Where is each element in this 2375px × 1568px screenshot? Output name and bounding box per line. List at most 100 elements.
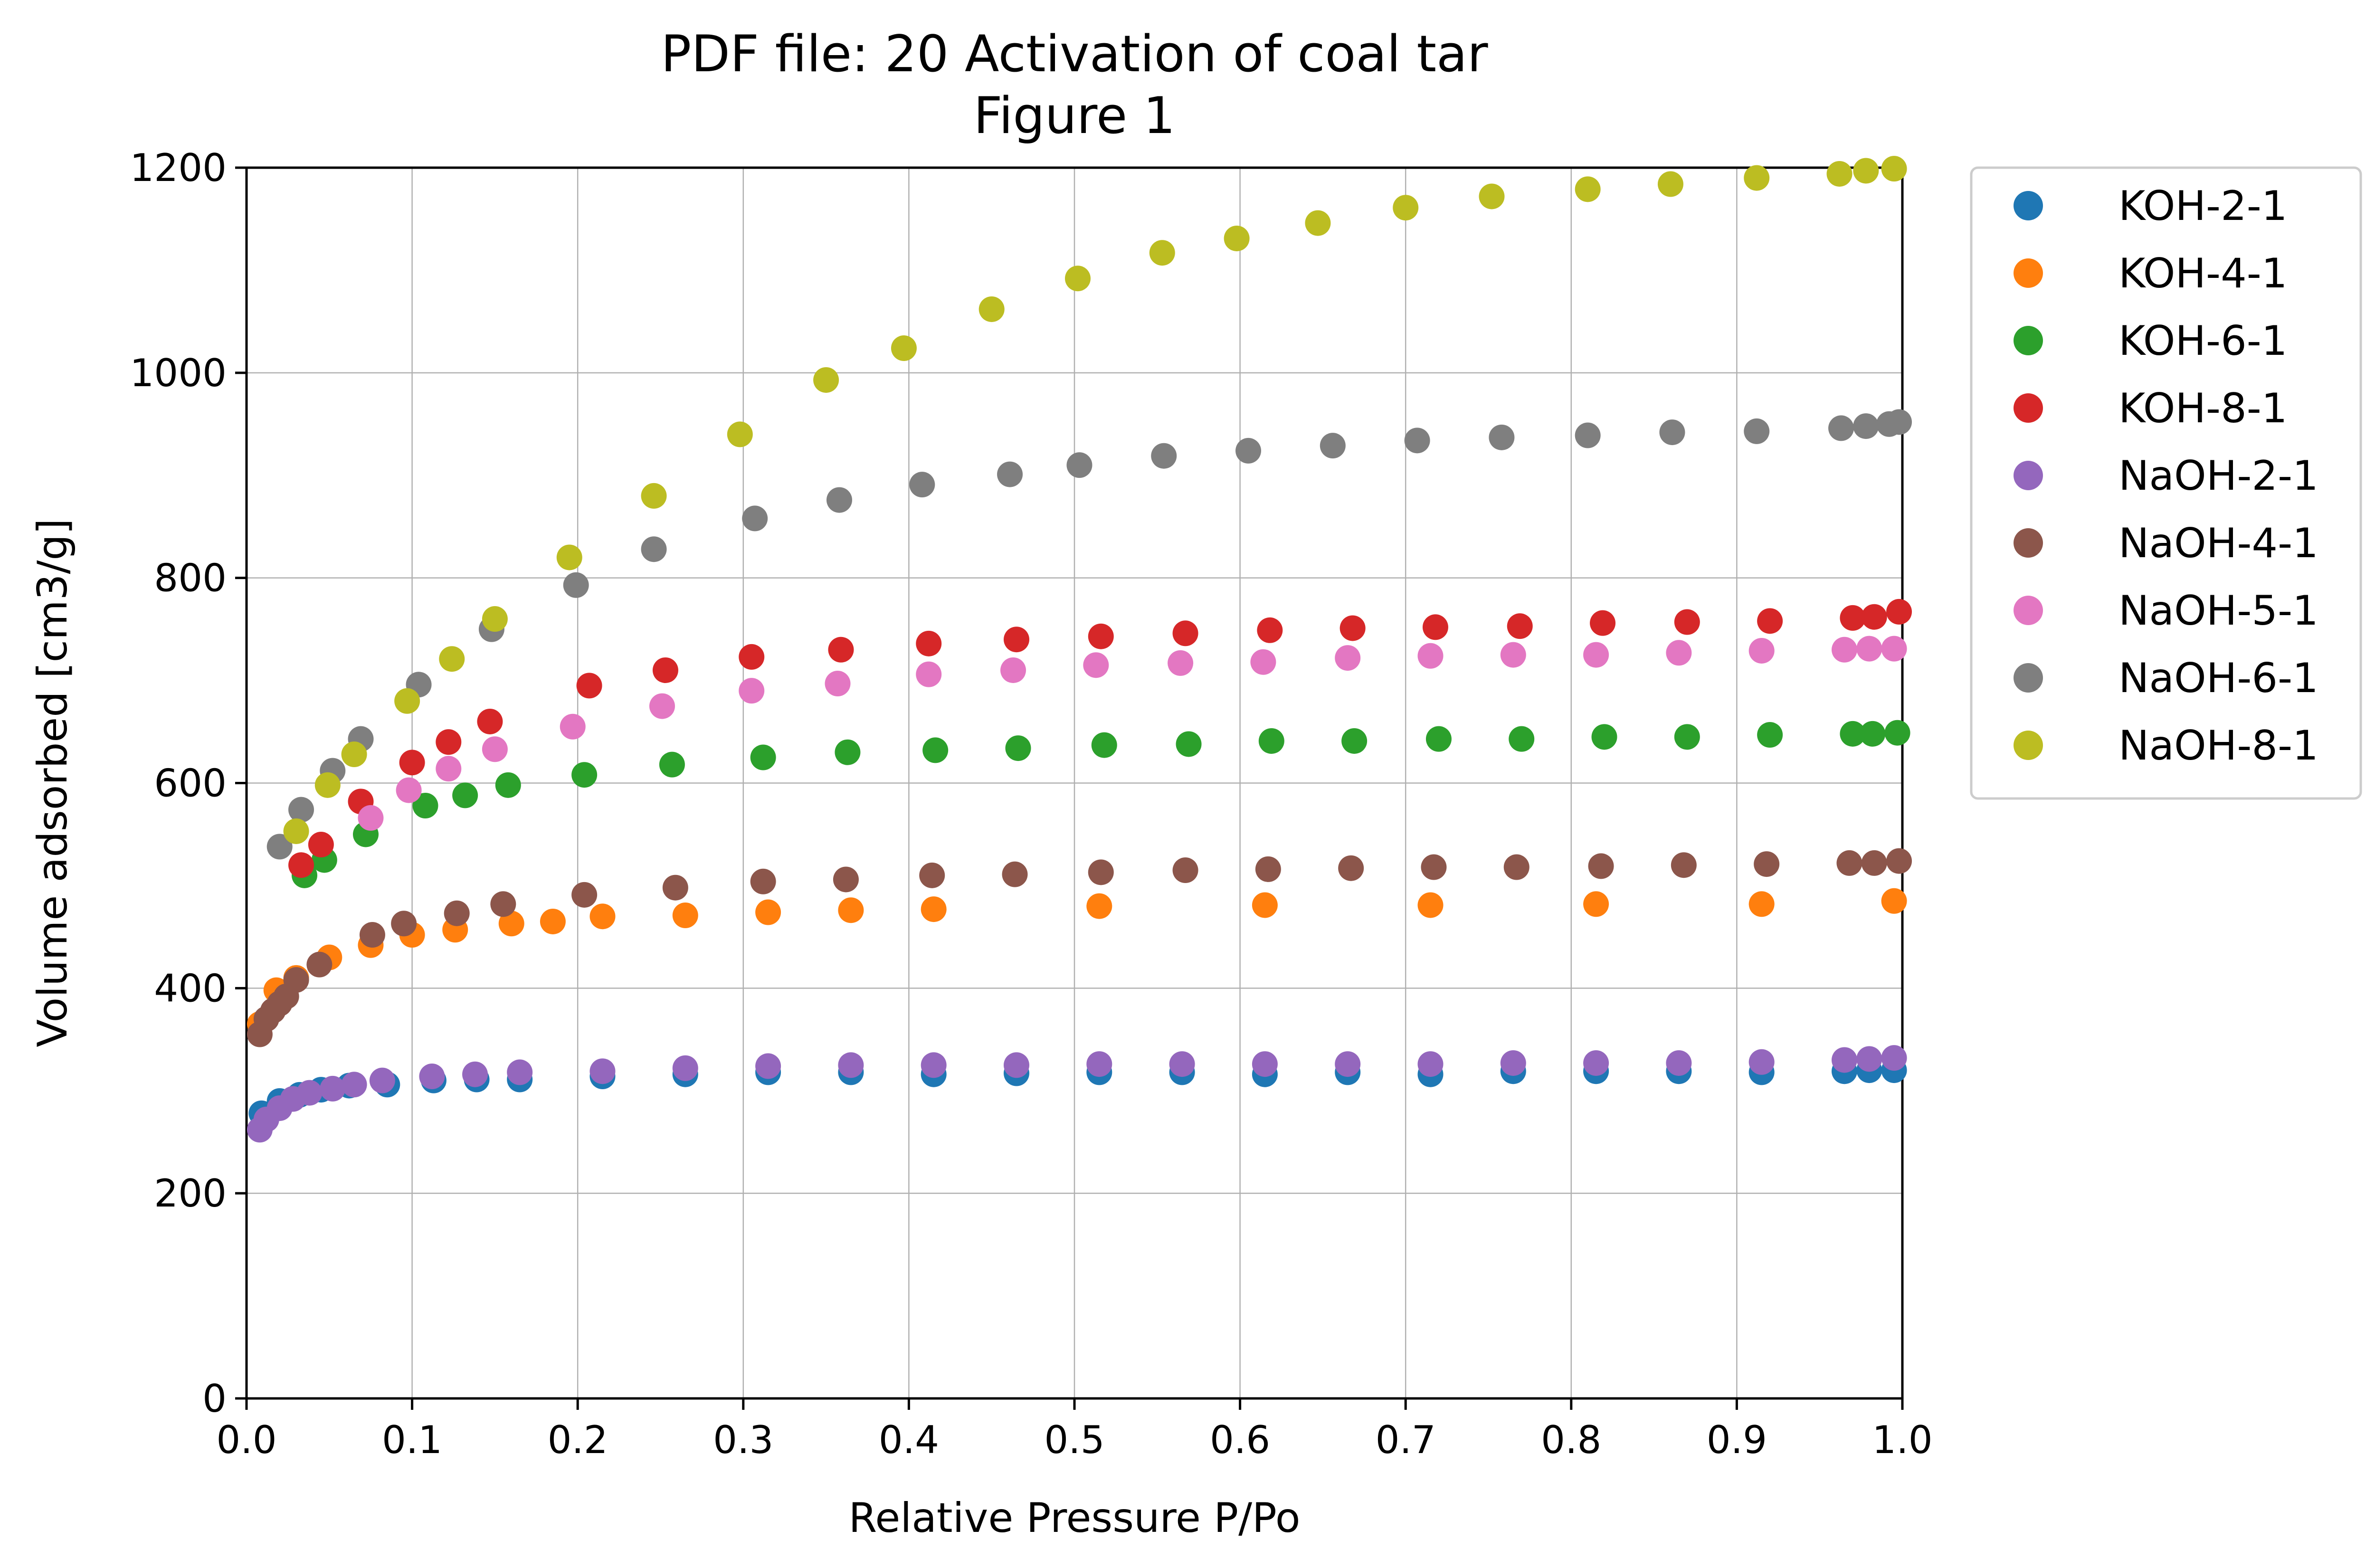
- data-point: [727, 421, 753, 447]
- legend-label: KOH-8-1: [2118, 385, 2288, 432]
- data-point: [1500, 1050, 1526, 1076]
- data-point: [556, 544, 582, 570]
- data-point: [1748, 1049, 1775, 1075]
- data-point: [1509, 726, 1535, 752]
- data-point: [1000, 657, 1026, 683]
- data-point: [1881, 636, 1907, 662]
- data-point: [419, 1064, 445, 1090]
- data-point: [1002, 861, 1028, 887]
- data-point: [921, 1052, 947, 1078]
- data-point: [672, 1055, 698, 1081]
- x-tick-label: 0.8: [1541, 1418, 1601, 1462]
- data-point: [1757, 608, 1783, 634]
- data-point: [1335, 645, 1361, 671]
- data-point: [436, 756, 462, 782]
- legend-box: [1970, 166, 2362, 800]
- data-point: [919, 862, 945, 888]
- data-point: [1583, 1050, 1609, 1076]
- data-point: [1086, 1051, 1112, 1077]
- data-point: [916, 661, 942, 687]
- data-point: [1853, 413, 1879, 439]
- legend-marker: [2014, 191, 2043, 220]
- data-point: [1422, 614, 1448, 640]
- y-tick-label: 1000: [130, 351, 227, 395]
- data-point: [1674, 609, 1700, 635]
- data-point: [1257, 617, 1283, 643]
- data-point: [1479, 183, 1505, 209]
- data-point: [922, 737, 949, 763]
- data-point: [1250, 649, 1276, 675]
- x-tick-label: 0.2: [548, 1418, 608, 1462]
- data-point: [1224, 225, 1250, 251]
- data-point: [1828, 415, 1854, 441]
- data-point: [1338, 855, 1364, 881]
- data-point: [662, 874, 688, 901]
- data-point: [813, 367, 839, 393]
- y-tick-label: 200: [154, 1171, 227, 1216]
- data-point: [576, 673, 602, 699]
- data-point: [1335, 1051, 1361, 1077]
- data-point: [358, 805, 384, 831]
- data-point: [1258, 728, 1284, 754]
- legend-marker: [2014, 393, 2043, 423]
- legend-label: NaOH-5-1: [2118, 587, 2318, 635]
- data-point: [341, 1072, 367, 1098]
- data-point: [1341, 728, 1368, 754]
- data-point: [1235, 437, 1262, 464]
- data-point: [439, 646, 465, 672]
- legend-marker: [2014, 596, 2043, 625]
- data-point: [921, 896, 947, 922]
- y-tick-label: 800: [154, 556, 227, 600]
- legend-label: KOH-2-1: [2118, 182, 2288, 230]
- data-point: [571, 882, 598, 908]
- data-point: [399, 750, 425, 776]
- data-point: [1149, 240, 1175, 266]
- y-tick-label: 600: [154, 761, 227, 806]
- data-point: [835, 739, 861, 765]
- x-axis-label: Relative Pressure P/Po: [849, 1494, 1301, 1542]
- data-point: [477, 708, 503, 734]
- data-point: [266, 834, 293, 860]
- data-point: [838, 897, 864, 923]
- data-point: [1744, 165, 1770, 191]
- data-point: [1881, 1045, 1907, 1071]
- data-point: [341, 741, 367, 768]
- series-KOH-6-1: [292, 720, 1910, 888]
- data-point: [436, 729, 462, 755]
- data-point: [649, 693, 675, 719]
- points-layer: [247, 156, 1912, 1143]
- data-point: [462, 1061, 488, 1087]
- data-point: [452, 782, 478, 808]
- data-point: [1252, 892, 1278, 918]
- x-tick-label: 0.7: [1376, 1418, 1436, 1462]
- data-point: [495, 772, 521, 798]
- data-point: [1831, 637, 1857, 663]
- data-point: [1320, 433, 1346, 459]
- data-point: [1884, 720, 1910, 746]
- data-point: [1417, 892, 1444, 918]
- data-point: [1748, 891, 1775, 917]
- legend-label: NaOH-8-1: [2118, 722, 2318, 770]
- legend-marker: [2014, 461, 2043, 490]
- data-point: [1754, 851, 1780, 877]
- data-point: [1840, 721, 1866, 747]
- data-point: [1831, 1047, 1857, 1073]
- data-point: [320, 1075, 346, 1102]
- data-point: [1840, 605, 1866, 631]
- data-point: [1088, 859, 1114, 885]
- data-point: [825, 671, 851, 697]
- data-point: [283, 967, 309, 993]
- data-point: [1083, 652, 1109, 678]
- legend-marker: [2014, 663, 2043, 693]
- legend-label: NaOH-4-1: [2118, 520, 2318, 567]
- data-point: [359, 922, 385, 948]
- x-tick-label: 0.6: [1210, 1418, 1270, 1462]
- data-point: [1005, 735, 1031, 761]
- data-point: [1252, 1051, 1278, 1077]
- data-point: [739, 644, 765, 670]
- data-point: [1881, 156, 1907, 182]
- data-point: [1657, 171, 1683, 197]
- data-point: [997, 461, 1023, 487]
- data-point: [1507, 613, 1533, 639]
